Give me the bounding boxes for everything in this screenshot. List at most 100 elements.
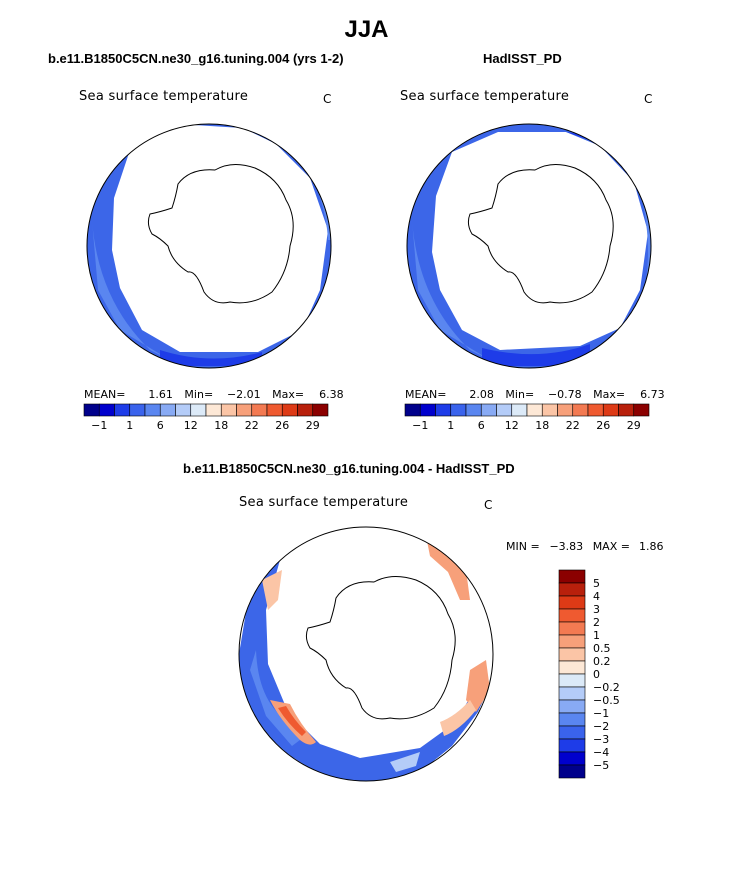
antarctica-outline [147, 164, 294, 304]
mean-label: MEAN= [405, 388, 447, 401]
colorbar-swatch [129, 403, 146, 417]
colorbar-swatch [558, 686, 586, 701]
colorbar-tick-label: 26 [275, 419, 289, 432]
colorbar-swatch [511, 403, 528, 417]
mean-value: 2.08 [469, 388, 494, 401]
colorbar-swatch [572, 403, 589, 417]
panel-1-colorbar: −1 1 6 12 18 22 26 29 [83, 403, 329, 432]
min-value: −2.01 [226, 388, 261, 401]
colorbar-swatch [236, 403, 253, 417]
colorbar-tick-label: 6 [157, 419, 164, 432]
colorbar-swatch [205, 403, 222, 417]
antarctica-outline [467, 164, 614, 304]
colorbar-swatch [541, 403, 558, 417]
colorbar-swatch [190, 403, 207, 417]
colorbar-swatch [558, 764, 586, 779]
colorbar-tick-label: 3 [593, 603, 600, 616]
colorbar-tick-label: 1 [593, 629, 600, 642]
colorbar-swatch [266, 403, 283, 417]
colorbar-swatch [558, 569, 586, 584]
colorbar-swatch [297, 403, 314, 417]
colorbar-swatch [558, 712, 586, 727]
colorbar-swatch [220, 403, 237, 417]
colorbar-swatch [558, 608, 586, 623]
colorbar-tick-label: −1 [412, 419, 428, 432]
colorbar-swatch [251, 403, 268, 417]
panel-1-subtitle: Sea surface temperature [79, 89, 249, 104]
colorbar-swatch [558, 660, 586, 675]
colorbar-swatch [558, 647, 586, 662]
colorbar-swatch [558, 595, 586, 610]
colorbar-tick-label: 4 [593, 590, 600, 603]
mean-value: 1.61 [148, 388, 173, 401]
max-label: MAX = [592, 540, 630, 553]
colorbar-swatch [281, 403, 298, 417]
colorbar-tick-label: 29 [306, 419, 320, 432]
colorbar-swatch [558, 699, 586, 714]
min-label: MIN = [506, 540, 540, 553]
colorbar-swatch [496, 403, 513, 417]
colorbar-swatch [558, 673, 586, 688]
colorbar-tick-label: −1 [91, 419, 107, 432]
panel-2-map [406, 123, 652, 369]
colorbar-swatch [557, 403, 574, 417]
min-label: Min= [184, 388, 214, 401]
min-value: −0.78 [547, 388, 582, 401]
colorbar-swatch [558, 725, 586, 740]
colorbar-swatch [465, 403, 482, 417]
colorbar-tick-label: 18 [214, 419, 228, 432]
colorbar-swatch [618, 403, 635, 417]
diff-panel-units: C [484, 498, 493, 512]
colorbar-swatch [144, 403, 161, 417]
colorbar-tick-label: 18 [535, 419, 549, 432]
colorbar-tick-label: 1 [447, 419, 454, 432]
colorbar-swatch [98, 403, 115, 417]
colorbar-swatch [83, 403, 100, 417]
colorbar-swatch [159, 403, 176, 417]
max-value: 1.86 [638, 540, 664, 553]
diff-panel-title: b.e11.B1850C5CN.ne30_g16.tuning.004 - Ha… [183, 461, 515, 476]
colorbar-swatch [526, 403, 543, 417]
colorbar-tick-label: 6 [478, 419, 485, 432]
colorbar-swatch [558, 582, 586, 597]
colorbar-swatch [312, 403, 329, 417]
colorbar-tick-label: 29 [627, 419, 641, 432]
colorbar-tick-label: −3 [593, 733, 609, 746]
colorbar-tick-label: −0.2 [593, 681, 620, 694]
colorbar-tick-label: 12 [184, 419, 198, 432]
panel-1-map [86, 123, 332, 369]
colorbar-swatch [587, 403, 604, 417]
panel-2-units: C [644, 92, 653, 106]
colorbar-swatch [558, 751, 586, 766]
page-title: JJA [344, 16, 389, 43]
colorbar-swatch [175, 403, 192, 417]
colorbar-swatch [558, 634, 586, 649]
mean-label: MEAN= [84, 388, 126, 401]
colorbar-swatch [633, 403, 650, 417]
colorbar-swatch [558, 738, 586, 753]
colorbar-swatch [435, 403, 452, 417]
diff-panel-stats: MIN = −3.83 MAX = 1.86 [506, 540, 663, 553]
colorbar-tick-label: −5 [593, 759, 609, 772]
min-label: Min= [505, 388, 535, 401]
colorbar-swatch [602, 403, 619, 417]
colorbar-tick-label: 1 [126, 419, 133, 432]
panel-2-title: HadISST_PD [483, 51, 562, 66]
panel-2-subtitle: Sea surface temperature [400, 89, 570, 104]
colorbar-swatch [419, 403, 436, 417]
colorbar-tick-label: −4 [593, 746, 609, 759]
max-label: Max= [272, 388, 305, 401]
colorbar-tick-label: −2 [593, 720, 609, 733]
colorbar-swatch [450, 403, 467, 417]
colorbar-swatch [404, 403, 421, 417]
colorbar-swatch [114, 403, 131, 417]
colorbar-swatch [480, 403, 497, 417]
colorbar-tick-label: 5 [593, 577, 600, 590]
max-value: 6.73 [640, 388, 665, 401]
diff-panel-subtitle: Sea surface temperature [239, 495, 409, 510]
colorbar-tick-label: 22 [245, 419, 259, 432]
colorbar-tick-label: 12 [505, 419, 519, 432]
panel-1-units: C [323, 92, 332, 106]
colorbar-tick-label: 2 [593, 616, 600, 629]
